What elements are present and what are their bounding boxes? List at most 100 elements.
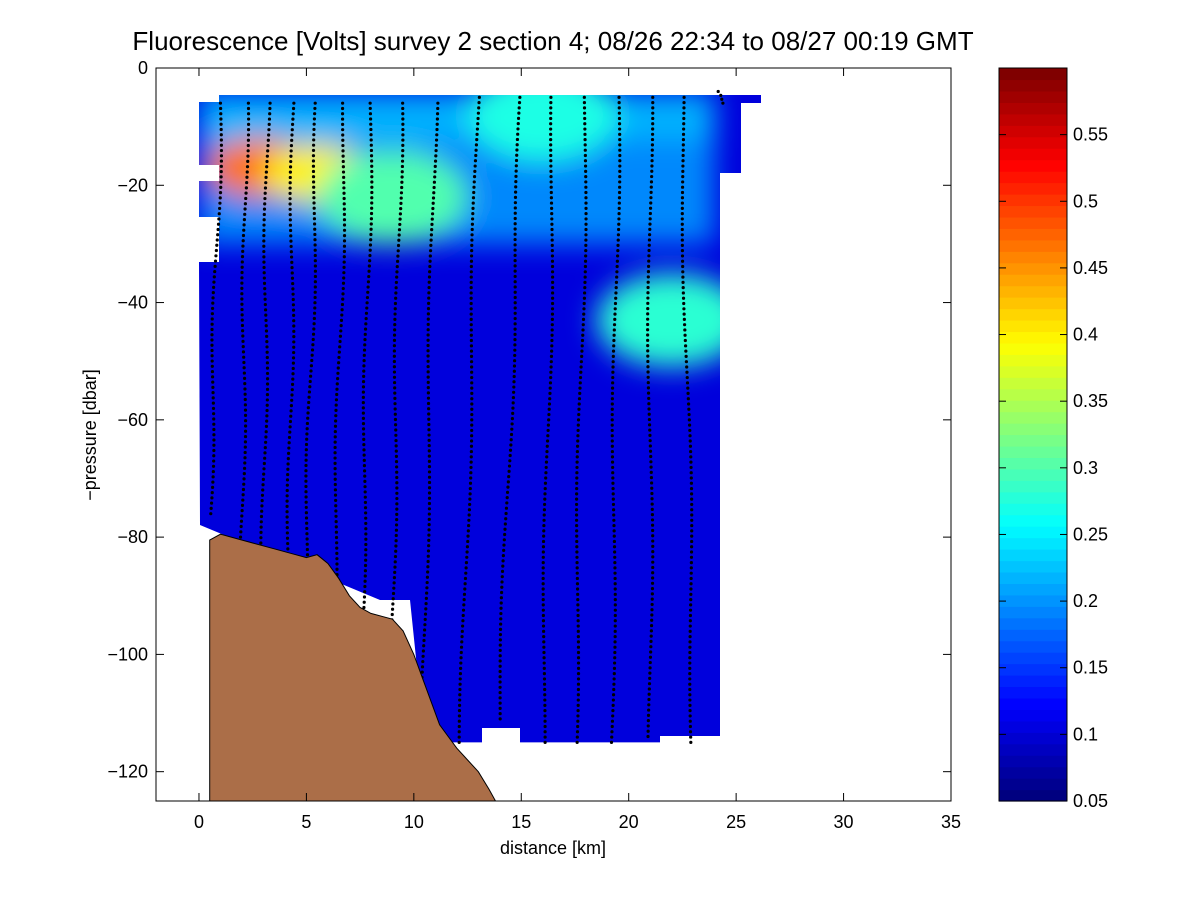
cast-point <box>265 361 270 365</box>
cast-point <box>285 536 290 540</box>
cast-point <box>583 264 588 269</box>
cast-point <box>574 513 579 517</box>
cast-point <box>650 518 655 522</box>
cast-point <box>307 390 312 394</box>
cast-point <box>399 196 403 200</box>
cast-point <box>334 514 338 518</box>
cast-point <box>617 111 621 115</box>
cast-point <box>363 579 367 583</box>
cast-point <box>550 254 555 258</box>
cast-point <box>241 350 246 354</box>
cast-point <box>498 648 502 653</box>
cast-point <box>550 217 554 221</box>
cast-point <box>399 191 404 195</box>
cast-point <box>305 526 309 531</box>
cast-point <box>682 127 686 131</box>
cast-point <box>498 664 502 668</box>
cast-point <box>362 464 367 468</box>
cast-point <box>513 248 517 252</box>
y-tick-label: −100 <box>107 644 148 664</box>
cast-point <box>240 270 244 275</box>
cast-point <box>543 481 548 485</box>
cast-point <box>687 423 692 427</box>
cast-point <box>362 469 367 473</box>
cast-point <box>333 472 337 476</box>
cast-point <box>394 438 398 443</box>
cast-point <box>369 238 373 242</box>
cast-point <box>262 212 266 217</box>
cast-point <box>690 508 694 512</box>
cast-point <box>218 206 222 211</box>
cast-point <box>427 480 432 485</box>
cast-point <box>680 206 684 210</box>
cast-13 <box>609 95 622 744</box>
cast-point <box>243 207 247 211</box>
cast-point <box>499 611 503 616</box>
cast-point <box>688 645 692 649</box>
cast-point <box>312 211 316 216</box>
cast-point <box>470 217 475 221</box>
colorbar-segment <box>999 537 1067 550</box>
cast-point <box>243 461 247 465</box>
cast-point <box>259 520 263 524</box>
cast-point <box>611 709 615 713</box>
x-tick-label: 30 <box>834 812 854 832</box>
cast-point <box>219 133 223 137</box>
cast-15 <box>680 95 694 744</box>
cast-point <box>584 196 588 200</box>
cast-point <box>368 101 372 105</box>
cast-point <box>682 317 686 321</box>
cast-point <box>219 112 223 116</box>
cast-point <box>211 401 215 405</box>
colorbar-segment <box>999 388 1067 401</box>
cast-point <box>647 259 651 263</box>
cast-point <box>688 635 692 639</box>
cast-point <box>513 259 517 263</box>
cast-point <box>334 535 339 540</box>
cast-4 <box>304 101 318 557</box>
cast-point <box>340 302 345 307</box>
cast-point <box>427 491 432 495</box>
cast-point <box>436 101 440 105</box>
cast-point <box>262 244 266 248</box>
cast-point <box>682 95 686 99</box>
cast-point <box>241 498 245 502</box>
cast-point <box>648 444 652 448</box>
cast-point <box>549 354 554 358</box>
cast-point <box>267 128 271 132</box>
cast-point <box>266 149 270 153</box>
y-axis-label: −pressure [dbar] <box>80 369 100 501</box>
cast-point <box>690 523 694 528</box>
cast-point <box>682 111 686 115</box>
cast-point <box>469 270 473 274</box>
cast-point <box>689 603 693 607</box>
cast-point <box>292 319 296 323</box>
cast-point <box>396 254 400 258</box>
colorbar-segment <box>999 148 1067 161</box>
cast-point <box>576 703 580 707</box>
cast-point <box>647 243 651 247</box>
cast-point <box>514 174 518 178</box>
cast-point <box>648 671 652 675</box>
cast-point <box>210 327 214 332</box>
cast-point <box>427 443 431 448</box>
cast-point <box>268 101 272 105</box>
cast-point <box>304 453 308 457</box>
cast-point <box>680 201 684 205</box>
cast-point <box>261 477 265 481</box>
cast-point <box>218 191 223 195</box>
cast-point <box>243 450 247 455</box>
cast-point <box>514 158 519 163</box>
cast-point <box>364 553 368 557</box>
cast-point <box>342 265 346 269</box>
cast-point <box>469 280 473 284</box>
cast-point <box>575 486 579 491</box>
cast-point <box>583 132 587 136</box>
colorbar-segment <box>999 113 1067 126</box>
cast-point <box>427 475 432 479</box>
cast-point <box>462 592 467 596</box>
cast-point <box>266 143 270 148</box>
cast-point <box>361 395 365 399</box>
cast-point <box>342 271 346 275</box>
cast-point <box>514 169 518 173</box>
